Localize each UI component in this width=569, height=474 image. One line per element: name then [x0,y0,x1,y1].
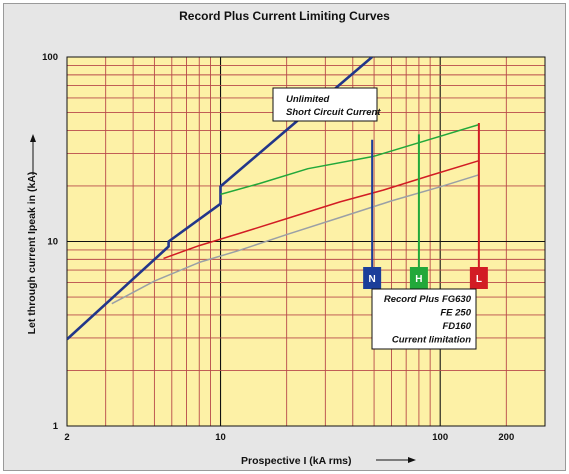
marker-label-n: N [369,274,376,285]
series-line-l [111,174,480,305]
annotation-unlimited-box [272,87,378,122]
marker-label-h: H [415,274,422,285]
annotation-limitation-box [371,288,477,350]
annotation-limitation-text: FE 250 [440,308,471,319]
annotation-unlimited-text: Short Circuit Current [286,107,381,118]
x-tick-label: 200 [498,432,514,443]
x-axis-arrowhead [408,457,416,463]
chart-title: Record Plus Current Limiting Curves [179,9,390,23]
series-line-n [220,123,480,196]
marker-label-l: L [476,274,482,285]
y-tick-label: 1 [53,421,59,432]
series-line-h [163,159,480,260]
annotation-limitation-text: FD160 [442,321,471,332]
series-line-unlimited [67,57,373,341]
marker-box-l [469,267,488,289]
y-tick-label: 100 [42,52,58,63]
x-tick-label: 10 [215,432,226,443]
y-tick-label: 10 [47,237,58,248]
plot-border [66,56,546,427]
x-tick-label: 100 [432,432,448,443]
marker-box-h [409,267,428,289]
y-axis-arrowhead [30,134,36,142]
marker-box-n [363,267,382,289]
annotation-limitation-text: Current limitation [392,335,471,346]
y-axis-label: Let through current Ipeak in (kA) [26,172,38,335]
annotation-unlimited-text: Unlimited [286,94,329,105]
annotation-limitation-text: Record Plus FG630 [384,294,472,305]
x-tick-label: 2 [64,432,69,443]
x-axis-label: Prospective I (kA rms) [241,455,352,467]
